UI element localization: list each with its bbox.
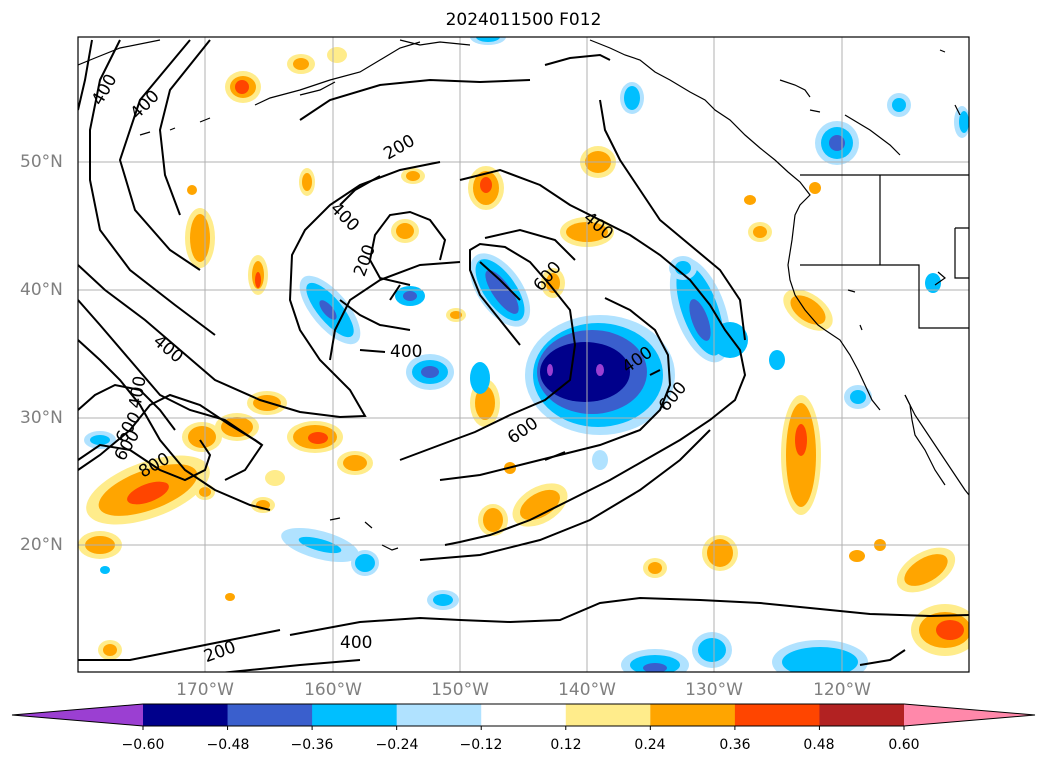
contour-label-400: 400 [390,342,422,362]
colorbar-segment [396,704,482,726]
colorbar-tick-label: −0.60 [121,737,165,753]
contour-label-600: 600 [504,413,542,448]
colorbar-tick-label: 0.48 [803,737,835,753]
colorbar-segment [819,704,905,726]
lat-label-30n: 30°N [20,408,63,428]
colorbar-tick-label: −0.36 [290,737,334,753]
lon-label-140w: 140°W [558,680,616,700]
colorbar-segment [734,704,820,726]
contour-label-400: 400 [127,86,164,123]
lat-label-50n: 50°N [20,152,63,172]
lat-lon-grid [78,37,969,672]
height-contours [78,39,969,672]
colorbar-tick-label: −0.48 [206,737,250,753]
contour-label-400: 400 [340,633,372,653]
positive-anomaly-shading [78,47,969,660]
lat-label-40n: 40°N [20,280,63,300]
colorbar-segment [312,704,398,726]
map-canvas: 400 400 200 400 200 600 400 400 600 600 … [77,36,970,673]
lon-label-150w: 150°W [431,680,489,700]
colorbar-low-extension [12,704,143,726]
colorbar-tick-label: 0.24 [634,737,666,753]
colorbar-tick-label: −0.12 [459,737,503,753]
contour-label-200: 200 [350,242,380,279]
contour-label-200: 200 [380,131,418,165]
colorbar-segment [143,704,229,726]
negative-anomaly-shading [84,37,969,672]
lat-label-20n: 20°N [20,535,63,555]
contour-label-400: 400 [149,331,187,367]
colorbar-segment [565,704,651,726]
lon-label-160w: 160°W [304,680,362,700]
colorbar-tick-label: 0.36 [719,737,751,753]
contour-label-400: 400 [125,374,150,409]
lon-label-170w: 170°W [176,680,234,700]
colorbar-segment [481,704,567,726]
lon-label-120w: 120°W [813,680,871,700]
map-frame [77,36,970,673]
colorbar-tick-label: 0.60 [888,737,920,753]
colorbar [11,703,1036,730]
contour-label-400: 400 [88,71,122,109]
map-title: 2024011500 F012 [445,10,602,30]
colorbar-tick-label: −0.24 [375,737,419,753]
lon-label-130w: 130°W [685,680,743,700]
coastlines [78,39,969,551]
contour-label-200: 200 [201,637,238,667]
map-content: 400 400 200 400 200 600 400 400 600 600 … [78,37,969,672]
colorbar-segment [650,704,736,726]
colorbar-tick-label: 0.12 [550,737,582,753]
colorbar-segment [227,704,313,726]
colorbar-high-extension [904,704,1035,726]
